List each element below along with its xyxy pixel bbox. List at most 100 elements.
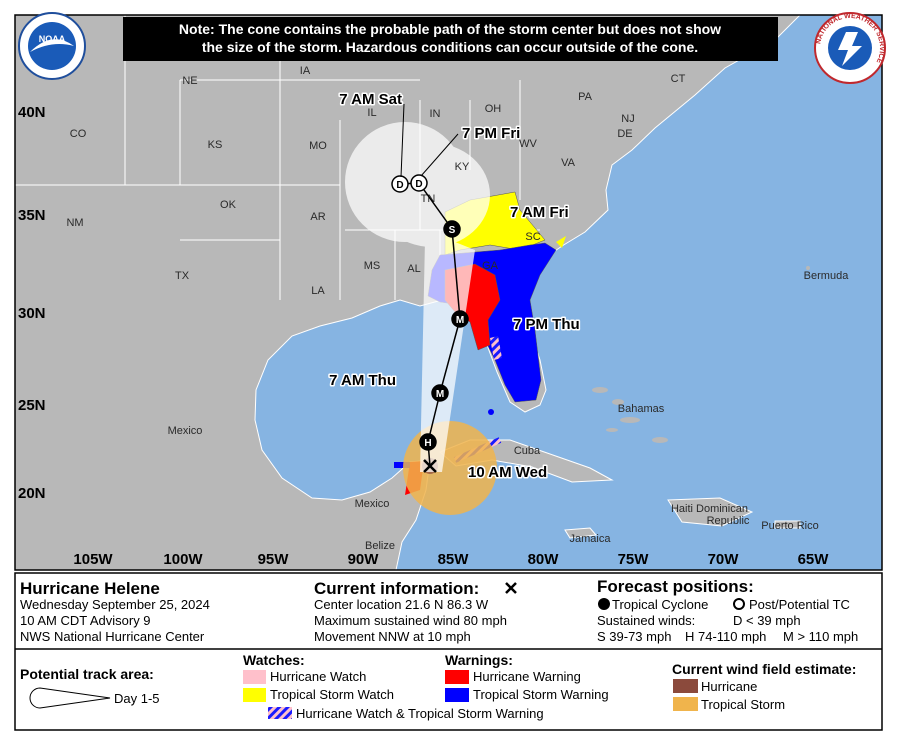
forecast-positions-title: Forecast positions: bbox=[597, 577, 754, 596]
region-label: OK bbox=[220, 199, 237, 211]
region-label: Puerto Rico bbox=[761, 520, 818, 532]
longitude-label: 100W bbox=[163, 551, 203, 568]
region-label: MO bbox=[309, 140, 327, 152]
region-label: TN bbox=[421, 193, 436, 205]
hurricane-watch-ts-warning-area bbox=[490, 336, 502, 360]
wind-field-title: Current wind field estimate: bbox=[672, 661, 856, 677]
sustained-winds-label: Sustained winds: bbox=[597, 613, 695, 628]
forecast-cone bbox=[345, 122, 490, 472]
region-label: MS bbox=[364, 260, 381, 272]
region-label: KY bbox=[455, 161, 470, 173]
forecast-point-symbol: D bbox=[396, 180, 403, 191]
longitude-label: 95W bbox=[258, 551, 290, 568]
track-area-swatch bbox=[29, 687, 111, 709]
forecast-point-symbol: S bbox=[449, 225, 456, 236]
tropical-storm-watch-area bbox=[556, 236, 566, 248]
note-text: the size of the storm. Hazardous conditi… bbox=[202, 39, 698, 55]
region-label: OH bbox=[485, 103, 502, 115]
region-label: LA bbox=[311, 285, 325, 297]
wind-tropical-storm-label: Tropical Storm bbox=[701, 697, 785, 712]
region-label: Cuba bbox=[514, 445, 541, 457]
advisory-date: Wednesday September 25, 2024 bbox=[20, 597, 210, 612]
region-label: Mexico bbox=[168, 425, 203, 437]
forecast-time-label: 10 AM Wed bbox=[468, 464, 547, 481]
current-info-title: Current information: bbox=[314, 579, 479, 598]
noaa-logo-inner bbox=[28, 22, 76, 70]
region-label: Bermuda bbox=[804, 270, 850, 282]
longitude-label: 90W bbox=[348, 551, 380, 568]
wind-hurricane-swatch bbox=[673, 679, 698, 693]
forecast-time-label: 7 AM Thu bbox=[329, 372, 396, 389]
advisory-number: 10 AM CDT Advisory 9 bbox=[20, 613, 151, 628]
movement: Movement NNW at 10 mph bbox=[314, 629, 471, 644]
forecast-point-symbol: D bbox=[415, 179, 422, 190]
region-label: IN bbox=[430, 108, 441, 120]
forecast-time-label: 7 AM Fri bbox=[510, 204, 569, 221]
longitude-label: 75W bbox=[618, 551, 650, 568]
track-area-title: Potential track area: bbox=[20, 666, 154, 682]
region-label: NE bbox=[182, 75, 197, 87]
hurricane-warning-swatch bbox=[445, 670, 469, 684]
region-label: GA bbox=[482, 260, 499, 272]
region-label: WV bbox=[519, 138, 537, 150]
bahamas-island bbox=[606, 428, 618, 432]
latitude-label: 40N bbox=[18, 104, 46, 121]
warnings-title: Warnings: bbox=[445, 652, 513, 668]
region-label: DE bbox=[617, 128, 632, 140]
nws-logo-bolt bbox=[838, 32, 862, 66]
bahamas-island bbox=[620, 417, 640, 423]
forecast-point-symbol: H bbox=[424, 438, 431, 449]
hurricane-warning-label: Hurricane Warning bbox=[473, 669, 581, 684]
storm-name: Hurricane Helene bbox=[20, 579, 160, 598]
note-text: Note: The cone contains the probable pat… bbox=[179, 21, 721, 37]
h-category: H 74-110 mph bbox=[685, 629, 766, 644]
jamaica-land bbox=[564, 527, 597, 539]
forecast-point-marker bbox=[419, 433, 437, 451]
tropical-cyclone-legend-marker bbox=[598, 598, 610, 610]
current-position-marker bbox=[423, 459, 437, 473]
track-area-day: Day 1-5 bbox=[114, 691, 160, 706]
longitude-label: 105W bbox=[73, 551, 113, 568]
label-leader bbox=[400, 103, 405, 178]
region-label: AR bbox=[310, 211, 325, 223]
forecast-point-marker bbox=[443, 220, 461, 238]
forecast-time-label: 7 AM Sat bbox=[339, 91, 402, 108]
noaa-logo-text: NOAA bbox=[39, 34, 66, 44]
latitude-label: 25N bbox=[18, 397, 46, 414]
hurricane-watch-swatch bbox=[243, 670, 266, 684]
region-label: Bahamas bbox=[618, 403, 665, 415]
wind-hurricane-label: Hurricane bbox=[701, 679, 757, 694]
forecast-point-symbol: M bbox=[456, 315, 464, 326]
note-box bbox=[123, 17, 778, 61]
tropical-storm-warning-area bbox=[488, 409, 494, 415]
bahamas-island bbox=[612, 399, 624, 405]
region-label: PA bbox=[578, 91, 593, 103]
wind-tropical-storm-swatch bbox=[673, 697, 698, 711]
region-label: TX bbox=[175, 270, 190, 282]
issuer: NWS National Hurricane Center bbox=[20, 629, 205, 644]
forecast-time-label: 7 PM Thu bbox=[513, 316, 580, 333]
longitude-label: 85W bbox=[438, 551, 470, 568]
forecast-point-marker bbox=[410, 174, 428, 192]
longitude-label: 70W bbox=[708, 551, 740, 568]
current-position-legend-marker bbox=[505, 582, 517, 594]
center-location: Center location 21.6 N 86.3 W bbox=[314, 597, 489, 612]
region-label: Dominican bbox=[696, 503, 748, 515]
region-label: CO bbox=[70, 128, 87, 140]
map-frame bbox=[14, 14, 883, 571]
region-label: CT bbox=[671, 73, 686, 85]
forecast-point-marker bbox=[451, 310, 469, 328]
d-category: D < 39 mph bbox=[733, 613, 801, 628]
region-label: SC bbox=[525, 231, 540, 243]
region-label: VA bbox=[561, 157, 576, 169]
region-label: IA bbox=[300, 65, 311, 77]
bahamas-island bbox=[652, 437, 668, 443]
region-label: NM bbox=[66, 217, 83, 229]
puerto-rico-land bbox=[774, 520, 801, 529]
region-label: Jamaica bbox=[570, 533, 612, 545]
region-label: Mexico bbox=[355, 498, 390, 510]
region-label: NJ bbox=[621, 113, 634, 125]
forecast-point-marker bbox=[431, 384, 449, 402]
forecast-point-marker bbox=[391, 175, 409, 193]
